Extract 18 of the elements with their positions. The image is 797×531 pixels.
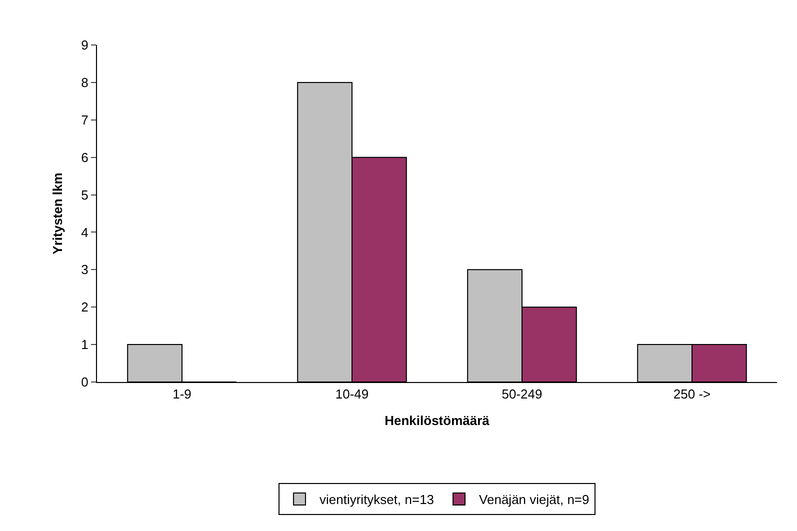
y-tick-label: 0 xyxy=(81,374,88,390)
y-axis-title: Yritysten lkm xyxy=(50,172,66,254)
y-tick-label: 9 xyxy=(81,38,88,53)
y-tick-label: 5 xyxy=(81,187,88,202)
x-tick-label: 50-249 xyxy=(502,386,542,402)
x-tick-label: 250 -> xyxy=(673,386,711,402)
y-tick-label: 6 xyxy=(81,150,88,165)
x-axis-title: Henkilöstömäärä xyxy=(384,413,490,428)
x-tick-label: 1-9 xyxy=(172,386,192,402)
legend-label: vientiyritykset, n=13 xyxy=(320,492,434,508)
y-tick-label: 3 xyxy=(81,262,88,278)
y-tick-label: 2 xyxy=(81,300,88,315)
legend-label: Venäjän viejät, n=9 xyxy=(479,492,590,508)
y-tick-label: 8 xyxy=(81,74,88,90)
x-tick-label: 10-49 xyxy=(335,386,369,402)
y-tick-label: 7 xyxy=(81,112,88,128)
y-tick-label: 1 xyxy=(81,337,88,352)
y-tick-label: 4 xyxy=(81,224,88,240)
